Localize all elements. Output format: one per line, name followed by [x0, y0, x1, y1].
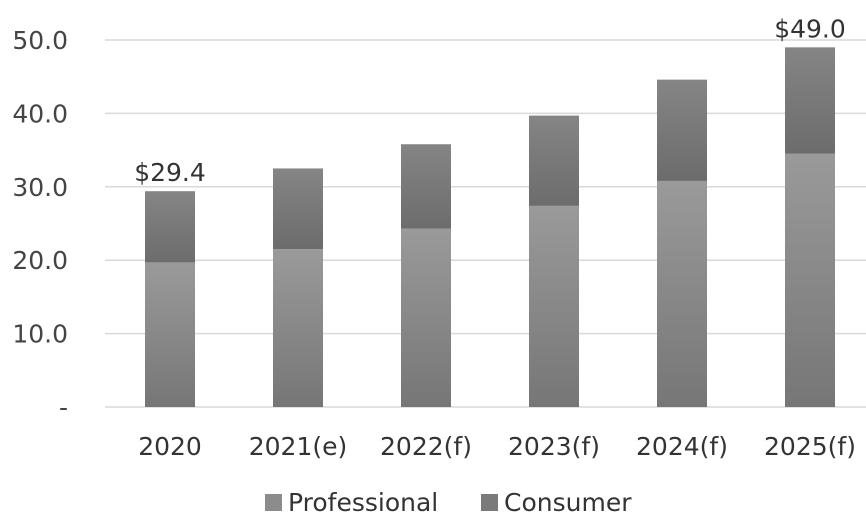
- bar-stack-2020: [145, 191, 195, 407]
- legend-swatch: [481, 494, 498, 511]
- bar-segment-professional: [401, 228, 451, 407]
- data-label-total: $49.0: [774, 14, 846, 43]
- bar-segment-professional: [145, 262, 195, 407]
- y-tick-label: 10.0: [12, 320, 68, 349]
- legend: Professional Consumer: [265, 488, 632, 515]
- bar-stack-2023(f): [529, 115, 579, 407]
- bar-segment-consumer: [529, 115, 579, 206]
- bar-segment-consumer: [785, 47, 835, 154]
- legend-label: Professional: [288, 488, 438, 515]
- x-category-label: 2024(f): [636, 432, 728, 461]
- bars: [145, 47, 835, 407]
- legend-label: Consumer: [504, 488, 632, 515]
- data-labels: $29.4 $49.0: [134, 14, 846, 187]
- bar-stack-2025(f): [785, 47, 835, 407]
- bar-segment-professional: [657, 180, 707, 407]
- y-tick-label: 40.0: [12, 99, 68, 128]
- x-category-label: 2022(f): [380, 432, 472, 461]
- y-tick-label: -: [59, 393, 68, 422]
- bar-segment-consumer: [145, 191, 195, 263]
- x-category-label: 2021(e): [249, 432, 348, 461]
- bar-stack-2022(f): [401, 144, 451, 407]
- x-category-label: 2025(f): [764, 432, 856, 461]
- bar-segment-consumer: [273, 168, 323, 250]
- x-category-label: 2023(f): [508, 432, 600, 461]
- bar-segment-consumer: [401, 144, 451, 229]
- y-tick-label: 30.0: [12, 173, 68, 202]
- bar-stack-2021(e): [273, 168, 323, 407]
- y-tick-label: 50.0: [12, 26, 68, 55]
- bar-segment-professional: [785, 153, 835, 407]
- bar-segment-consumer: [657, 79, 707, 181]
- gridlines: [105, 39, 866, 408]
- legend-item-consumer: Consumer: [481, 488, 632, 515]
- data-label-total: $29.4: [134, 158, 206, 187]
- x-axis-category-labels: 2020 2021(e) 2022(f) 2023(f) 2024(f) 2025(f): [138, 432, 856, 461]
- y-axis-tick-labels: - 10.0 20.0 30.0 40.0 50.0: [12, 26, 68, 422]
- legend-item-professional: Professional: [265, 488, 438, 515]
- legend-swatch: [265, 494, 282, 511]
- bar-stack-2024(f): [657, 79, 707, 407]
- x-category-label: 2020: [138, 432, 202, 461]
- bar-segment-professional: [529, 205, 579, 407]
- y-tick-label: 20.0: [12, 246, 68, 275]
- bar-segment-professional: [273, 249, 323, 407]
